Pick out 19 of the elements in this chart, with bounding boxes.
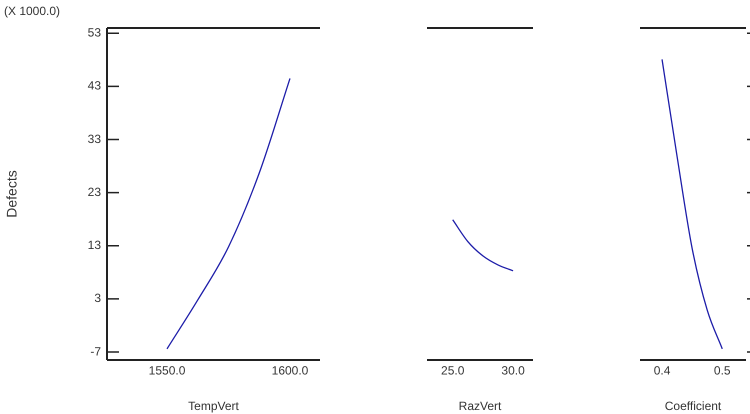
x-axis-title: RazVert [458,399,502,414]
y-tick-label: 33 [88,132,102,146]
text: (X 1000.0) [4,4,60,18]
y-axis-title: Defects [3,170,20,218]
x-axis-title: Coefficient [664,399,722,414]
x-axis-title: TempVert [188,399,240,414]
y-tick-label: 43 [88,78,102,93]
y-tick-label: 53 [88,26,102,40]
x-tick-label: 30.0 [501,364,526,378]
x-tick-label: 1600.0 [272,364,309,378]
y-tick-label: 23 [88,184,102,199]
x-tick-label: 0.4 [654,364,671,378]
x-tick-label: 0.5 [714,364,731,378]
x-tick-label: 25.0 [441,364,465,378]
line-series [166,78,291,350]
y-tick-label: 13 [88,238,102,252]
x-tick-label: 1550.0 [148,364,186,378]
y-tick-label: -7 [90,344,102,358]
y-tick-label: 3 [94,291,102,306]
